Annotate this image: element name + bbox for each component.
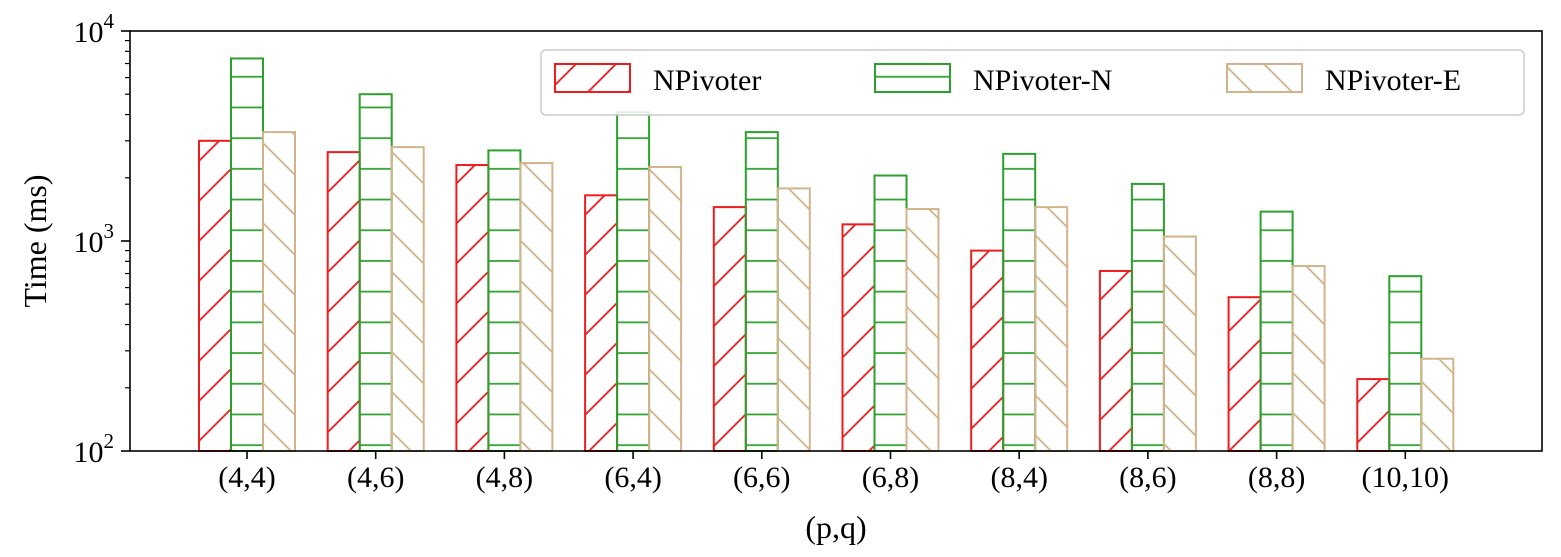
bar-npivoter-e-3 xyxy=(648,166,683,453)
bar-npivoter-n-3 xyxy=(616,111,651,452)
y-axis: 102 103 104 xyxy=(74,9,130,469)
bars-layer xyxy=(198,57,1455,453)
legend: NPivoter NPivoter-N NPivoter-E xyxy=(540,49,1525,116)
legend-entry-npivoter-e: NPivoter-E xyxy=(1226,63,1461,97)
legend-entry-npivoter-n: NPivoter-N xyxy=(874,63,1112,97)
bar-npivoter-n-1 xyxy=(358,93,393,452)
bar-npivoter-5 xyxy=(841,223,876,452)
bar-npivoter-e-2 xyxy=(519,162,554,452)
legend-swatch xyxy=(554,63,631,93)
x-tick-label: (8,6) xyxy=(1119,461,1176,494)
bar-npivoter-n-4 xyxy=(744,131,779,453)
x-tick-label: (4,4) xyxy=(218,461,275,494)
x-tick-label: (8,8) xyxy=(1248,461,1305,494)
bar-npivoter-n-5 xyxy=(873,174,908,453)
legend-label: NPivoter xyxy=(653,64,761,97)
x-tick-label: (6,4) xyxy=(604,461,661,494)
bar-npivoter-1 xyxy=(326,151,361,452)
bar-npivoter-n-0 xyxy=(230,57,264,453)
legend-label: NPivoter-E xyxy=(1325,64,1461,97)
bar-npivoter-e-6 xyxy=(1034,206,1069,452)
bar-npivoter-9 xyxy=(1356,378,1391,453)
bar-npivoter-e-1 xyxy=(390,146,425,453)
y-tick-label: 103 xyxy=(74,219,115,259)
x-tick-label: (8,4) xyxy=(990,461,1047,494)
bar-npivoter-e-9 xyxy=(1420,357,1455,453)
y-tick-exponent: 3 xyxy=(104,219,115,243)
x-tick-label: (4,6) xyxy=(347,461,404,494)
bar-npivoter-e-0 xyxy=(262,131,296,453)
bar-npivoter-n-6 xyxy=(1002,152,1037,452)
y-tick-label: 104 xyxy=(74,9,115,49)
legend-label: NPivoter-N xyxy=(973,64,1112,97)
x-tick-label: (10,10) xyxy=(1362,461,1449,494)
y-tick-exponent: 4 xyxy=(104,9,115,33)
bar-npivoter-n-7 xyxy=(1130,182,1165,452)
x-tick-label: (6,6) xyxy=(733,461,790,494)
y-tick-label: 102 xyxy=(74,429,115,469)
bar-npivoter-e-5 xyxy=(905,208,940,452)
bar-npivoter-e-8 xyxy=(1291,265,1326,452)
bar-npivoter-7 xyxy=(1098,269,1133,452)
x-tick-label: (4,8) xyxy=(476,461,533,494)
bar-npivoter-6 xyxy=(970,249,1005,452)
bar-npivoter-n-8 xyxy=(1259,210,1294,452)
x-axis: (4,4) (4,6) (4,8) (6,4) (6,6) (6,8) (8,4) (8,6)… xyxy=(218,451,1449,494)
bar-npivoter-3 xyxy=(584,194,619,452)
bar-npivoter-0 xyxy=(198,139,232,452)
bar-npivoter-e-4 xyxy=(776,187,811,452)
legend-swatch xyxy=(874,63,951,93)
legend-entry-npivoter: NPivoter xyxy=(554,63,761,97)
y-axis-label: Time (ms) xyxy=(17,174,53,307)
bar-npivoter-e-7 xyxy=(1162,235,1197,452)
legend-swatch xyxy=(1226,63,1303,93)
bar-npivoter-n-9 xyxy=(1388,275,1423,452)
bar-npivoter-2 xyxy=(455,164,490,453)
x-tick-label: (6,8) xyxy=(862,461,919,494)
bar-npivoter-n-2 xyxy=(487,149,522,452)
x-axis-label: (p,q) xyxy=(805,509,866,545)
y-tick-exponent: 2 xyxy=(104,429,115,453)
bar-npivoter-8 xyxy=(1227,296,1262,452)
bar-npivoter-4 xyxy=(712,206,747,452)
